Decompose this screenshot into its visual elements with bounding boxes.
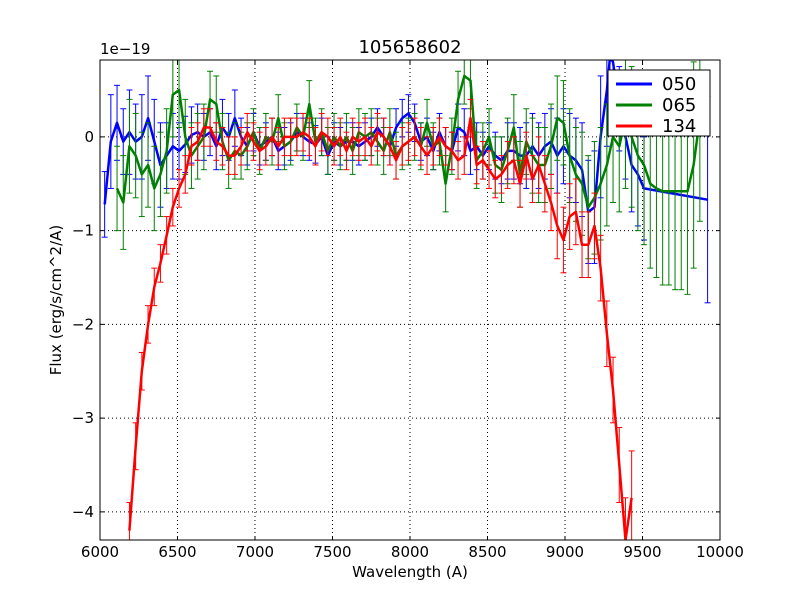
x-tick-label: 10000 <box>696 543 744 561</box>
legend-label-050: 050 <box>662 74 696 95</box>
x-tick-label: 9000 <box>546 543 584 561</box>
y-axis-label: Flux (erg/s/cm^2/A) <box>47 225 65 376</box>
x-tick-label: 7500 <box>313 543 351 561</box>
y-tick-label: −4 <box>72 503 94 521</box>
x-tick-label: 6500 <box>158 543 196 561</box>
y-tick-label: −3 <box>72 409 94 427</box>
x-tick-label: 8000 <box>391 543 429 561</box>
x-tick-label: 9500 <box>623 543 661 561</box>
series-134 <box>126 98 635 540</box>
legend-label-065: 065 <box>662 95 696 116</box>
y-tick-label: −2 <box>72 315 94 333</box>
series-line-050 <box>103 60 708 214</box>
ticks: 6000 6500 7000 7500 8000 8500 9000 9500 10000 −4 −… <box>72 60 744 561</box>
x-axis-label: Wavelength (A) <box>352 563 468 581</box>
x-tick-label: 8500 <box>468 543 506 561</box>
chart-title: 105658602 <box>358 37 461 58</box>
series-line-134 <box>128 116 633 540</box>
legend-label-134: 134 <box>662 116 696 137</box>
y-tick-label: 0 <box>84 128 94 146</box>
x-tick-label: 7000 <box>236 543 274 561</box>
offset-label: 1e−19 <box>100 40 150 58</box>
y-tick-label: −1 <box>72 222 94 240</box>
x-tick-label: 6000 <box>81 543 119 561</box>
